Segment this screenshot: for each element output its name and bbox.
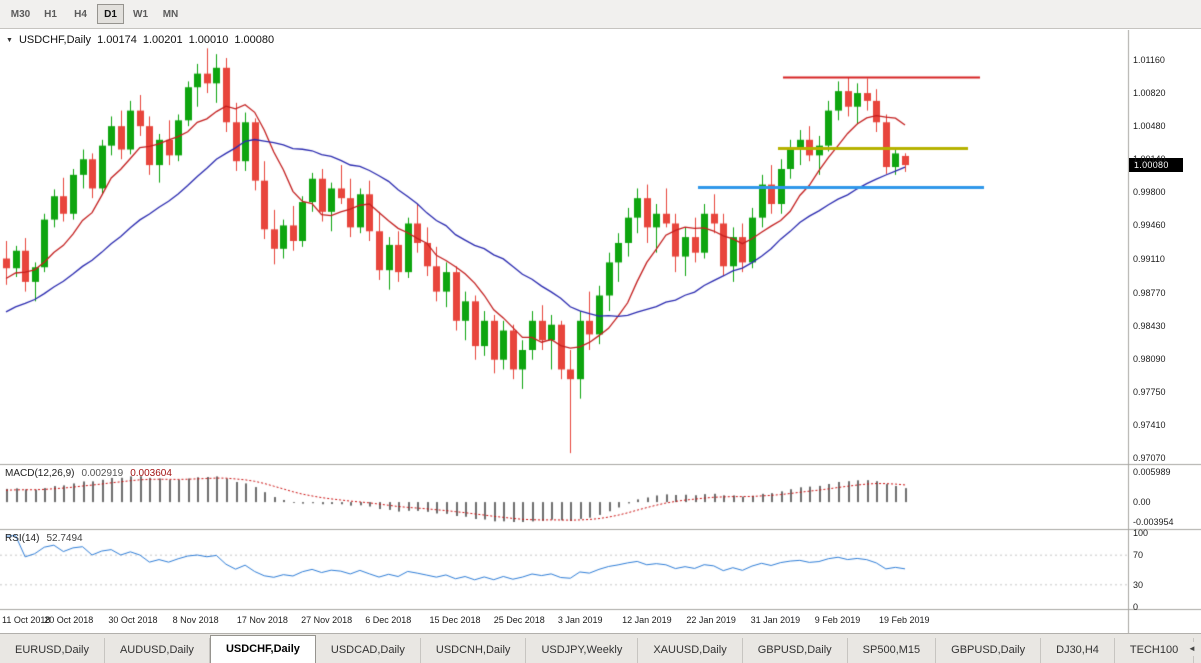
price-axis-label: 0.98090 [1133, 353, 1166, 364]
macd-signal-value: 0.003604 [130, 468, 172, 479]
chart-tab-audusd-daily[interactable]: AUDUSD,Daily [105, 638, 210, 663]
chart-tab-gbpusd-daily[interactable]: GBPUSD,Daily [743, 638, 848, 663]
chart-tab-usdcnh-daily[interactable]: USDCNH,Daily [421, 638, 527, 663]
chart-tab-gbpusd-daily[interactable]: GBPUSD,Daily [936, 638, 1042, 663]
rsi-axis-label: 30 [1133, 579, 1144, 590]
macd-axis-label: -0.003954 [1133, 517, 1174, 527]
price-axis-label: 1.00140 [1133, 154, 1166, 165]
price-axis-label: 1.00480 [1133, 121, 1166, 132]
chart-tab-usdcad-daily[interactable]: USDCAD,Daily [316, 638, 421, 663]
date-axis-label: 8 Nov 2018 [172, 615, 219, 625]
macd-axis-label: 0.005989 [1133, 467, 1171, 477]
chart-low-value: 1.00010 [188, 34, 229, 46]
macd-label: MACD(12,26,9) [5, 468, 75, 479]
timeframe-h1-button[interactable]: H1 [37, 4, 64, 24]
date-axis-label: 6 Dec 2018 [365, 615, 412, 625]
price-axis-label: 0.98430 [1133, 320, 1166, 331]
timeframe-d1-button[interactable]: D1 [97, 4, 124, 24]
chart-tab-xauusd-daily[interactable]: XAUUSD,Daily [638, 638, 743, 663]
chart-tab-sp500-m15[interactable]: SP500,M15 [848, 638, 937, 663]
chart-window: ▼ USDCHF,Daily 1.00174 1.00201 1.00010 1… [0, 30, 1201, 633]
rsi-axis-label: 100 [1133, 528, 1149, 538]
price-axis-label: 0.99110 [1133, 254, 1165, 265]
date-axis-label: 31 Jan 2019 [750, 615, 801, 625]
macd-axis-label: 0.00 [1133, 497, 1151, 508]
collapse-chart-icon[interactable]: ▼ [6, 36, 13, 44]
date-axis-label: 3 Jan 2019 [557, 615, 603, 625]
chart-close-value: 1.00080 [234, 34, 275, 46]
timeframe-h4-button[interactable]: H4 [67, 4, 94, 24]
price-axis-label: 0.97750 [1133, 386, 1166, 397]
price-axis-label: 0.99800 [1133, 187, 1166, 198]
price-axis-label: 0.99460 [1133, 220, 1166, 231]
price-axis-label: 0.97070 [1133, 453, 1166, 463]
timeframe-mn-button[interactable]: MN [157, 4, 184, 24]
chart-title: ▼ USDCHF,Daily 1.00174 1.00201 1.00010 1… [6, 34, 274, 46]
date-axis-label: 17 Nov 2018 [236, 615, 288, 625]
date-axis-label: 9 Feb 2019 [814, 615, 861, 625]
date-axis-label: 12 Jan 2019 [622, 615, 672, 625]
chart-canvas[interactable] [0, 30, 1201, 633]
date-axis-label: 27 Nov 2018 [301, 615, 353, 625]
price-axis-label: 1.00820 [1133, 88, 1166, 99]
date-axis-label: 11 Oct 2018 [2, 615, 51, 625]
chart-symbol-label: USDCHF,Daily [18, 34, 92, 46]
rsi-panel-title: RSI(14) 52.7494 [5, 533, 83, 544]
date-axis-label: 19 Feb 2019 [879, 615, 930, 625]
chart-open-value: 1.00174 [97, 34, 137, 46]
chart-high-value: 1.00201 [142, 34, 183, 46]
price-axis-label: 1.01160 [1133, 55, 1165, 65]
macd-panel-title: MACD(12,26,9) 0.002919 0.003604 [5, 468, 172, 479]
current-price-tag: 1.00080 [1129, 158, 1183, 173]
date-axis-label: 20 Oct 2018 [44, 615, 94, 625]
tab-scroll-left-icon[interactable]: ◄ [1186, 642, 1198, 656]
timeframe-m30-button[interactable]: M30 [7, 4, 34, 24]
timeframe-toolbar: M30 H1 H4 D1 W1 MN [0, 0, 1201, 29]
chart-tab-usdjpy-weekly[interactable]: USDJPY,Weekly [526, 638, 639, 663]
date-axis-label: 30 Oct 2018 [108, 615, 158, 625]
rsi-axis-label: 70 [1133, 550, 1144, 561]
price-axis-label: 0.98770 [1133, 287, 1166, 298]
rsi-axis-label: 0 [1133, 602, 1139, 612]
rsi-label: RSI(14) [5, 533, 40, 544]
rsi-value: 52.7494 [46, 533, 83, 544]
price-axis-label: 0.97410 [1133, 419, 1166, 430]
chart-tab-dj30-h4[interactable]: DJ30,H4 [1041, 638, 1115, 663]
macd-main-value: 0.002919 [81, 468, 124, 479]
date-axis-label: 25 Dec 2018 [493, 615, 545, 625]
date-axis-label: 22 Jan 2019 [686, 615, 736, 625]
chart-tab-tech100[interactable]: TECH100 [1115, 638, 1195, 663]
chart-tab-eurusd-daily[interactable]: EURUSD,Daily [0, 638, 105, 663]
chart-tab-bar: EURUSD,Daily AUDUSD,Daily USDCHF,Daily USDC… [0, 633, 1201, 663]
date-axis-label: 15 Dec 2018 [429, 615, 481, 625]
chart-tab-usdchf-daily[interactable]: USDCHF,Daily [209, 635, 316, 663]
timeframe-w1-button[interactable]: W1 [127, 4, 154, 24]
